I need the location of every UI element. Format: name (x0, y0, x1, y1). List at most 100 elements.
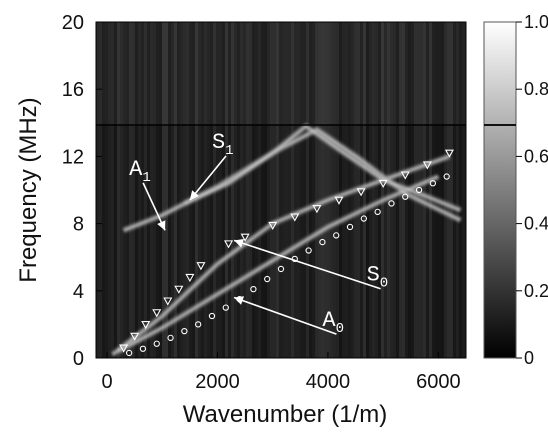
noise-stripe (258, 22, 261, 358)
noise-stripe (336, 22, 339, 358)
theory-point-triangle (130, 332, 140, 341)
noise-stripe (276, 22, 279, 358)
theory-point-circle (346, 223, 354, 231)
noise-stripe (429, 22, 432, 358)
noise-stripe (333, 22, 336, 358)
theory-point-circle (319, 238, 326, 246)
x-tick-label: 6000 (416, 371, 461, 393)
theory-point-triangle (119, 344, 129, 353)
theory-point-triangle (400, 171, 410, 180)
noise-stripe (141, 22, 144, 358)
noise-stripe (270, 22, 273, 358)
theory-point-circle (195, 321, 202, 328)
noise-stripe (288, 22, 291, 358)
noise-stripe (264, 22, 267, 358)
y-tick-label: 0 (73, 348, 84, 370)
noise-stripe (228, 22, 231, 358)
theory-point-triangle (290, 213, 300, 222)
theory-point-circle (222, 304, 229, 311)
noise-stripe (279, 22, 282, 358)
theory-point-triangle (152, 309, 162, 318)
noise-stripe (231, 22, 234, 358)
noise-stripe (225, 22, 228, 358)
annotation-arrowhead (157, 220, 166, 231)
noise-stripe (393, 22, 396, 358)
noise-stripe (345, 22, 348, 358)
noise-stripe (186, 22, 189, 358)
noise-stripe (129, 22, 132, 358)
theory-point-circle (305, 247, 312, 254)
theory-point-circle (181, 327, 188, 335)
x-tick-label: 4000 (306, 371, 351, 393)
noise-stripe (201, 22, 204, 358)
theory-point-circle (415, 186, 423, 194)
noise-stripe (249, 22, 252, 358)
noise-stripe (447, 22, 450, 358)
noise-stripe (246, 22, 249, 358)
y-tick-label: 4 (73, 281, 84, 303)
noise-stripe (282, 22, 285, 358)
noise-stripe (306, 22, 309, 358)
noise-stripe (111, 22, 114, 358)
noise-stripe (177, 22, 180, 358)
noise-stripe (453, 22, 456, 358)
y-tick-label: 12 (62, 146, 84, 168)
noise-stripe (324, 22, 327, 358)
noise-stripe (462, 22, 465, 358)
theory-point-triangle (356, 188, 366, 197)
theory-point-circle (125, 349, 133, 357)
noise-stripe (297, 22, 300, 358)
plot-frame (95, 21, 467, 359)
noise-stripe (384, 22, 387, 358)
noise-stripe (99, 22, 102, 358)
noise-stripe (240, 22, 243, 358)
noise-stripe (267, 22, 270, 358)
noise-stripe (441, 22, 444, 358)
noise-stripe (189, 22, 192, 358)
noise-stripe (144, 22, 147, 358)
theory-point-triangle (163, 297, 173, 306)
theory-point-circle (208, 312, 216, 320)
theory-point-triangle (422, 161, 432, 170)
noise-stripe (303, 22, 306, 358)
y-tick-label: 8 (73, 214, 84, 236)
noise-stripe (252, 22, 255, 358)
noise-stripe (366, 22, 369, 358)
noise-stripe (243, 22, 246, 358)
theory-point-circle (443, 173, 450, 180)
dispersion-ridges (110, 122, 462, 357)
colorbar-tick-label: 0.8 (524, 79, 548, 99)
noise-stripe (294, 22, 297, 358)
theory-point-circle (333, 232, 340, 239)
ridge-s0 (117, 175, 439, 353)
theory-point-triangle (444, 149, 454, 158)
y-axis-ticks: 0 4 8 12 16 20 (62, 12, 102, 370)
theory-point-triangle (268, 221, 278, 231)
theory-point-circle (388, 200, 395, 207)
theory-point-triangle (334, 196, 344, 205)
noise-stripe (255, 22, 258, 358)
noise-stripe (159, 22, 162, 358)
annotation-arrow (189, 155, 227, 201)
theory-point-triangle (174, 285, 184, 294)
y-tick-label: 20 (62, 12, 84, 34)
noise-stripe (237, 22, 240, 358)
theory-point-triangle (196, 262, 206, 271)
noise-stripe (168, 22, 171, 358)
noise-stripe (171, 22, 174, 358)
noise-stripe (132, 22, 135, 358)
noise-stripe (120, 22, 123, 358)
theory-point-triangle (378, 179, 388, 189)
noise-stripe (339, 22, 342, 358)
noise-stripe (369, 22, 372, 358)
noise-stripe (273, 22, 276, 358)
y-tick-label: 16 (62, 79, 84, 101)
noise-stripe (195, 22, 198, 358)
theory-point-circle (167, 334, 174, 341)
noise-stripe (180, 22, 183, 358)
colorbar-tick-label: 0.6 (524, 146, 548, 166)
noise-stripe (318, 22, 321, 358)
theory-point-circle (264, 275, 271, 283)
noise-stripe (135, 22, 138, 358)
